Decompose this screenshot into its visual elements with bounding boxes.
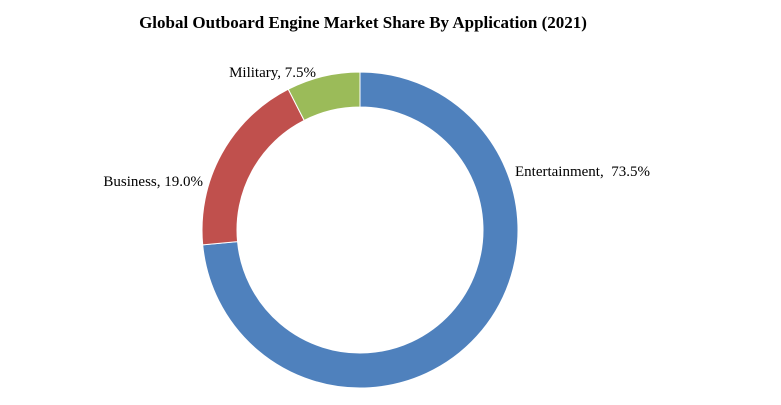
slices-layer — [201, 71, 519, 389]
slice-entertainment — [202, 71, 519, 389]
slice-label-entertainment: Entertainment, 73.5% — [515, 164, 650, 180]
slice-business — [201, 88, 305, 246]
slice-label-business: Business, 19.0% — [103, 174, 203, 190]
slice-military — [287, 71, 361, 122]
labels-layer: Entertainment, 73.5% Business, 19.0% Milit… — [103, 65, 650, 190]
chart-title: Global Outboard Engine Market Share By A… — [139, 13, 587, 32]
slice-label-military: Military, 7.5% — [229, 65, 316, 81]
